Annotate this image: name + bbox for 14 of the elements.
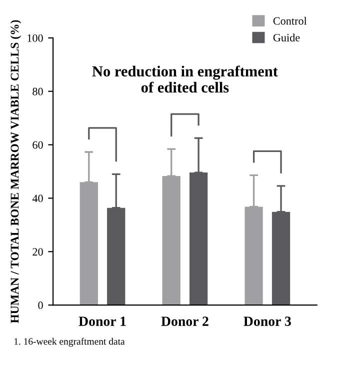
legend-label: Guide: [273, 34, 300, 42]
y-tick-label: 100: [28, 34, 43, 42]
y-tick-label: 20: [32, 248, 43, 256]
x-tick-label: Donor 3: [244, 316, 291, 326]
text: 1. 16-week engraftment data: [14, 338, 125, 347]
y-tick-label: 40: [32, 194, 43, 202]
x-tick-label: Donor 2: [161, 316, 208, 326]
y-tick-label: 0: [38, 302, 43, 310]
y-tick-label: 60: [32, 141, 43, 149]
legend-label: Control: [273, 16, 307, 25]
annotation: No reduction in engraftment of edited cells: [92, 66, 278, 93]
y-axis-title: HUMAN / TOTAL BONE MARROW VIABLE CELLS (%): [10, 20, 22, 324]
y-tick-label: 80: [32, 88, 43, 96]
x-tick-label: Donor 1: [78, 316, 126, 326]
